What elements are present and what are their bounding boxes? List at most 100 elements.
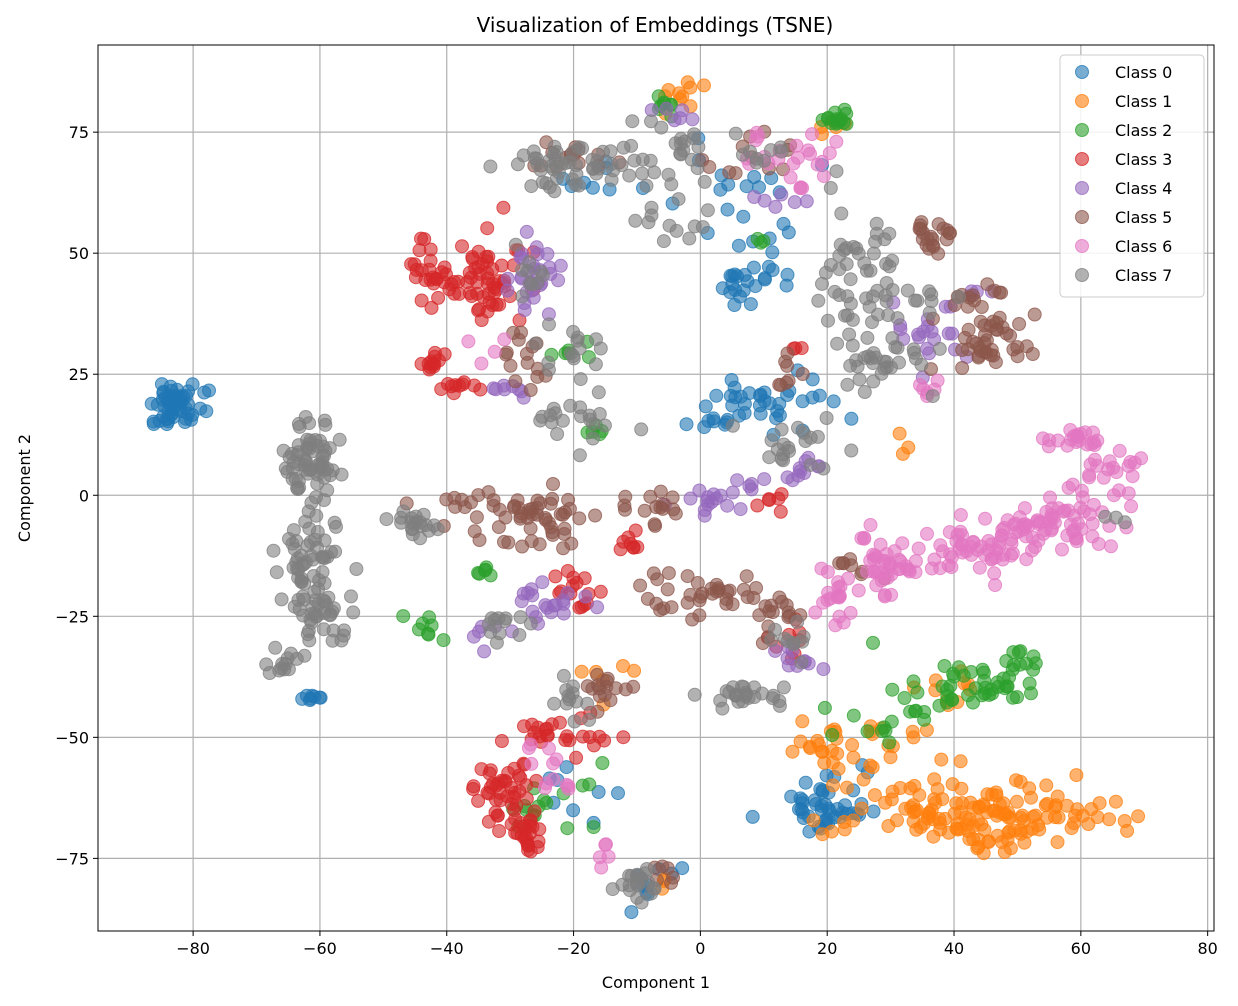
scatter-point [753,406,768,421]
scatter-point [793,181,808,196]
scatter-point [585,431,600,446]
scatter-point [990,322,1005,337]
scatter-point [547,184,562,199]
scatter-point [1078,425,1093,440]
scatter-point [634,422,649,437]
scatter-point [873,566,888,581]
scatter-point [567,714,582,729]
scatter-point [424,300,439,315]
scatter-point [866,374,881,389]
scatter-point [806,813,821,828]
scatter-point [586,160,601,175]
scatter-point [911,541,926,556]
scatter-point [830,802,845,816]
scatter-point [865,315,879,330]
scatter-point [922,809,936,824]
scatter-point [660,861,675,876]
scatter-point [332,432,347,447]
scatter-point [494,258,509,273]
scatter-point [431,290,446,305]
scatter-point [300,627,315,642]
scatter-point [910,293,925,308]
scatter-point [773,504,788,519]
scatter-point [452,378,467,393]
scatter-point [469,510,484,525]
scatter-point [774,451,789,466]
scatter-point [523,521,538,536]
scatter-point [517,303,532,318]
scatter-point [772,590,787,605]
scatter-point [635,166,650,181]
scatter-point [643,489,658,504]
scatter-point [863,518,878,532]
scatter-point [500,283,515,298]
scatter-point [987,566,1002,581]
scatter-point [686,131,701,146]
scatter-point [639,178,654,193]
scatter-point [494,734,509,748]
scatter-point [980,787,995,802]
scatter-point [466,779,481,794]
scatter-point [556,668,571,683]
scatter-point [310,476,325,491]
scatter-point [1025,543,1039,558]
scatter-point [817,700,832,715]
scatter-point [559,683,574,698]
scatter-point [809,797,823,812]
scatter-point [533,163,548,178]
scatter-point [1010,690,1024,705]
scatter-point [680,595,695,610]
scatter-point [865,760,880,775]
scatter-point [552,715,567,730]
scatter-point [520,355,535,370]
scatter-point [519,224,534,239]
scatter-point [933,561,948,576]
scatter-point [633,578,648,593]
scatter-point [421,523,436,538]
scatter-point [627,663,642,678]
y-axis-title: Component 2 [15,434,34,542]
series-class-3 [404,200,809,859]
scatter-point [465,250,480,264]
scatter-point [644,114,658,129]
scatter-point [643,153,658,168]
scatter-point [637,503,652,518]
scatter-point [816,662,831,677]
scatter-point [672,86,687,101]
scatter-point [823,181,838,195]
scatter-point [307,689,322,704]
scatter-point [618,502,632,517]
scatter-point [908,554,923,569]
scatter-point [933,815,947,830]
legend-box [1059,54,1205,298]
scatter-point [793,791,808,806]
scatter-point [932,698,947,713]
scatter-point [955,361,970,375]
scatter-point [644,208,659,223]
scatter-point [846,708,861,723]
scatter-point [824,824,839,839]
scatter-point [481,814,496,829]
scatter-point [309,490,323,505]
scatter-point [586,820,601,835]
scatter-point [679,417,694,432]
scatter-point [559,696,574,711]
scatter-point [668,506,683,521]
scatter-point [879,294,894,309]
scatter-point [471,793,486,808]
scatter-point [834,206,849,221]
scatter-point [1131,809,1146,824]
scatter-point [897,691,912,705]
scatter-point [816,169,831,184]
scatter-point [1038,798,1053,813]
scatter-point [1102,812,1117,827]
scatter-point [522,276,537,291]
scatter-point [566,803,581,818]
scatter-point [662,218,677,233]
series-class-2 [396,89,1043,836]
scatter-point [379,512,394,527]
scatter-point [647,165,662,180]
scatter-point [749,151,764,166]
scatter-point [1104,539,1118,554]
